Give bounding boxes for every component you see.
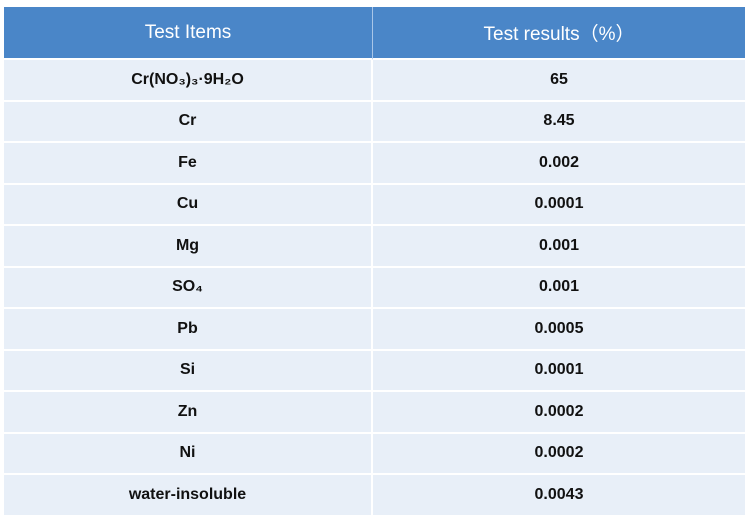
item-cell: Cr [4, 101, 373, 143]
test-results-table: Test Items Test results（%） Cr(NO₃)₃·9H₂O… [4, 7, 745, 517]
table-row: water-insoluble 0.0043 [4, 475, 745, 517]
item-cell: Ni [4, 433, 373, 475]
result-cell: 0.0043 [373, 475, 745, 517]
table-row: Fe 0.002 [4, 143, 745, 185]
item-cell: Mg [4, 226, 373, 268]
table-row: Pb 0.0005 [4, 309, 745, 351]
test-results-table-container: Test Items Test results（%） Cr(NO₃)₃·9H₂O… [4, 7, 745, 517]
result-cell: 0.0001 [373, 184, 745, 226]
result-cell: 0.001 [373, 226, 745, 268]
item-cell: Cu [4, 184, 373, 226]
table-row: Zn 0.0002 [4, 392, 745, 434]
item-cell: Fe [4, 143, 373, 185]
item-cell: Cr(NO₃)₃·9H₂O [4, 60, 373, 102]
result-cell: 0.0002 [373, 392, 745, 434]
result-cell: 0.002 [373, 143, 745, 185]
item-cell: water-insoluble [4, 475, 373, 517]
table-row: Mg 0.001 [4, 226, 745, 268]
result-cell: 0.0005 [373, 309, 745, 351]
table-header: Test Items Test results（%） [4, 7, 745, 60]
result-cell: 0.0001 [373, 350, 745, 392]
result-cell: 8.45 [373, 101, 745, 143]
table-body: Cr(NO₃)₃·9H₂O 65 Cr 8.45 Fe 0.002 Cu 0.0… [4, 60, 745, 517]
table-row: Ni 0.0002 [4, 433, 745, 475]
result-cell: 0.0002 [373, 433, 745, 475]
item-cell: SO₄ [4, 267, 373, 309]
result-cell: 0.001 [373, 267, 745, 309]
header-test-items: Test Items [4, 7, 373, 60]
table-row: Si 0.0001 [4, 350, 745, 392]
header-test-results: Test results（%） [373, 7, 745, 60]
table-row: Cu 0.0001 [4, 184, 745, 226]
table-row: Cr 8.45 [4, 101, 745, 143]
result-cell: 65 [373, 60, 745, 102]
header-row: Test Items Test results（%） [4, 7, 745, 60]
table-row: SO₄ 0.001 [4, 267, 745, 309]
item-cell: Si [4, 350, 373, 392]
item-cell: Pb [4, 309, 373, 351]
table-row: Cr(NO₃)₃·9H₂O 65 [4, 60, 745, 102]
item-cell: Zn [4, 392, 373, 434]
